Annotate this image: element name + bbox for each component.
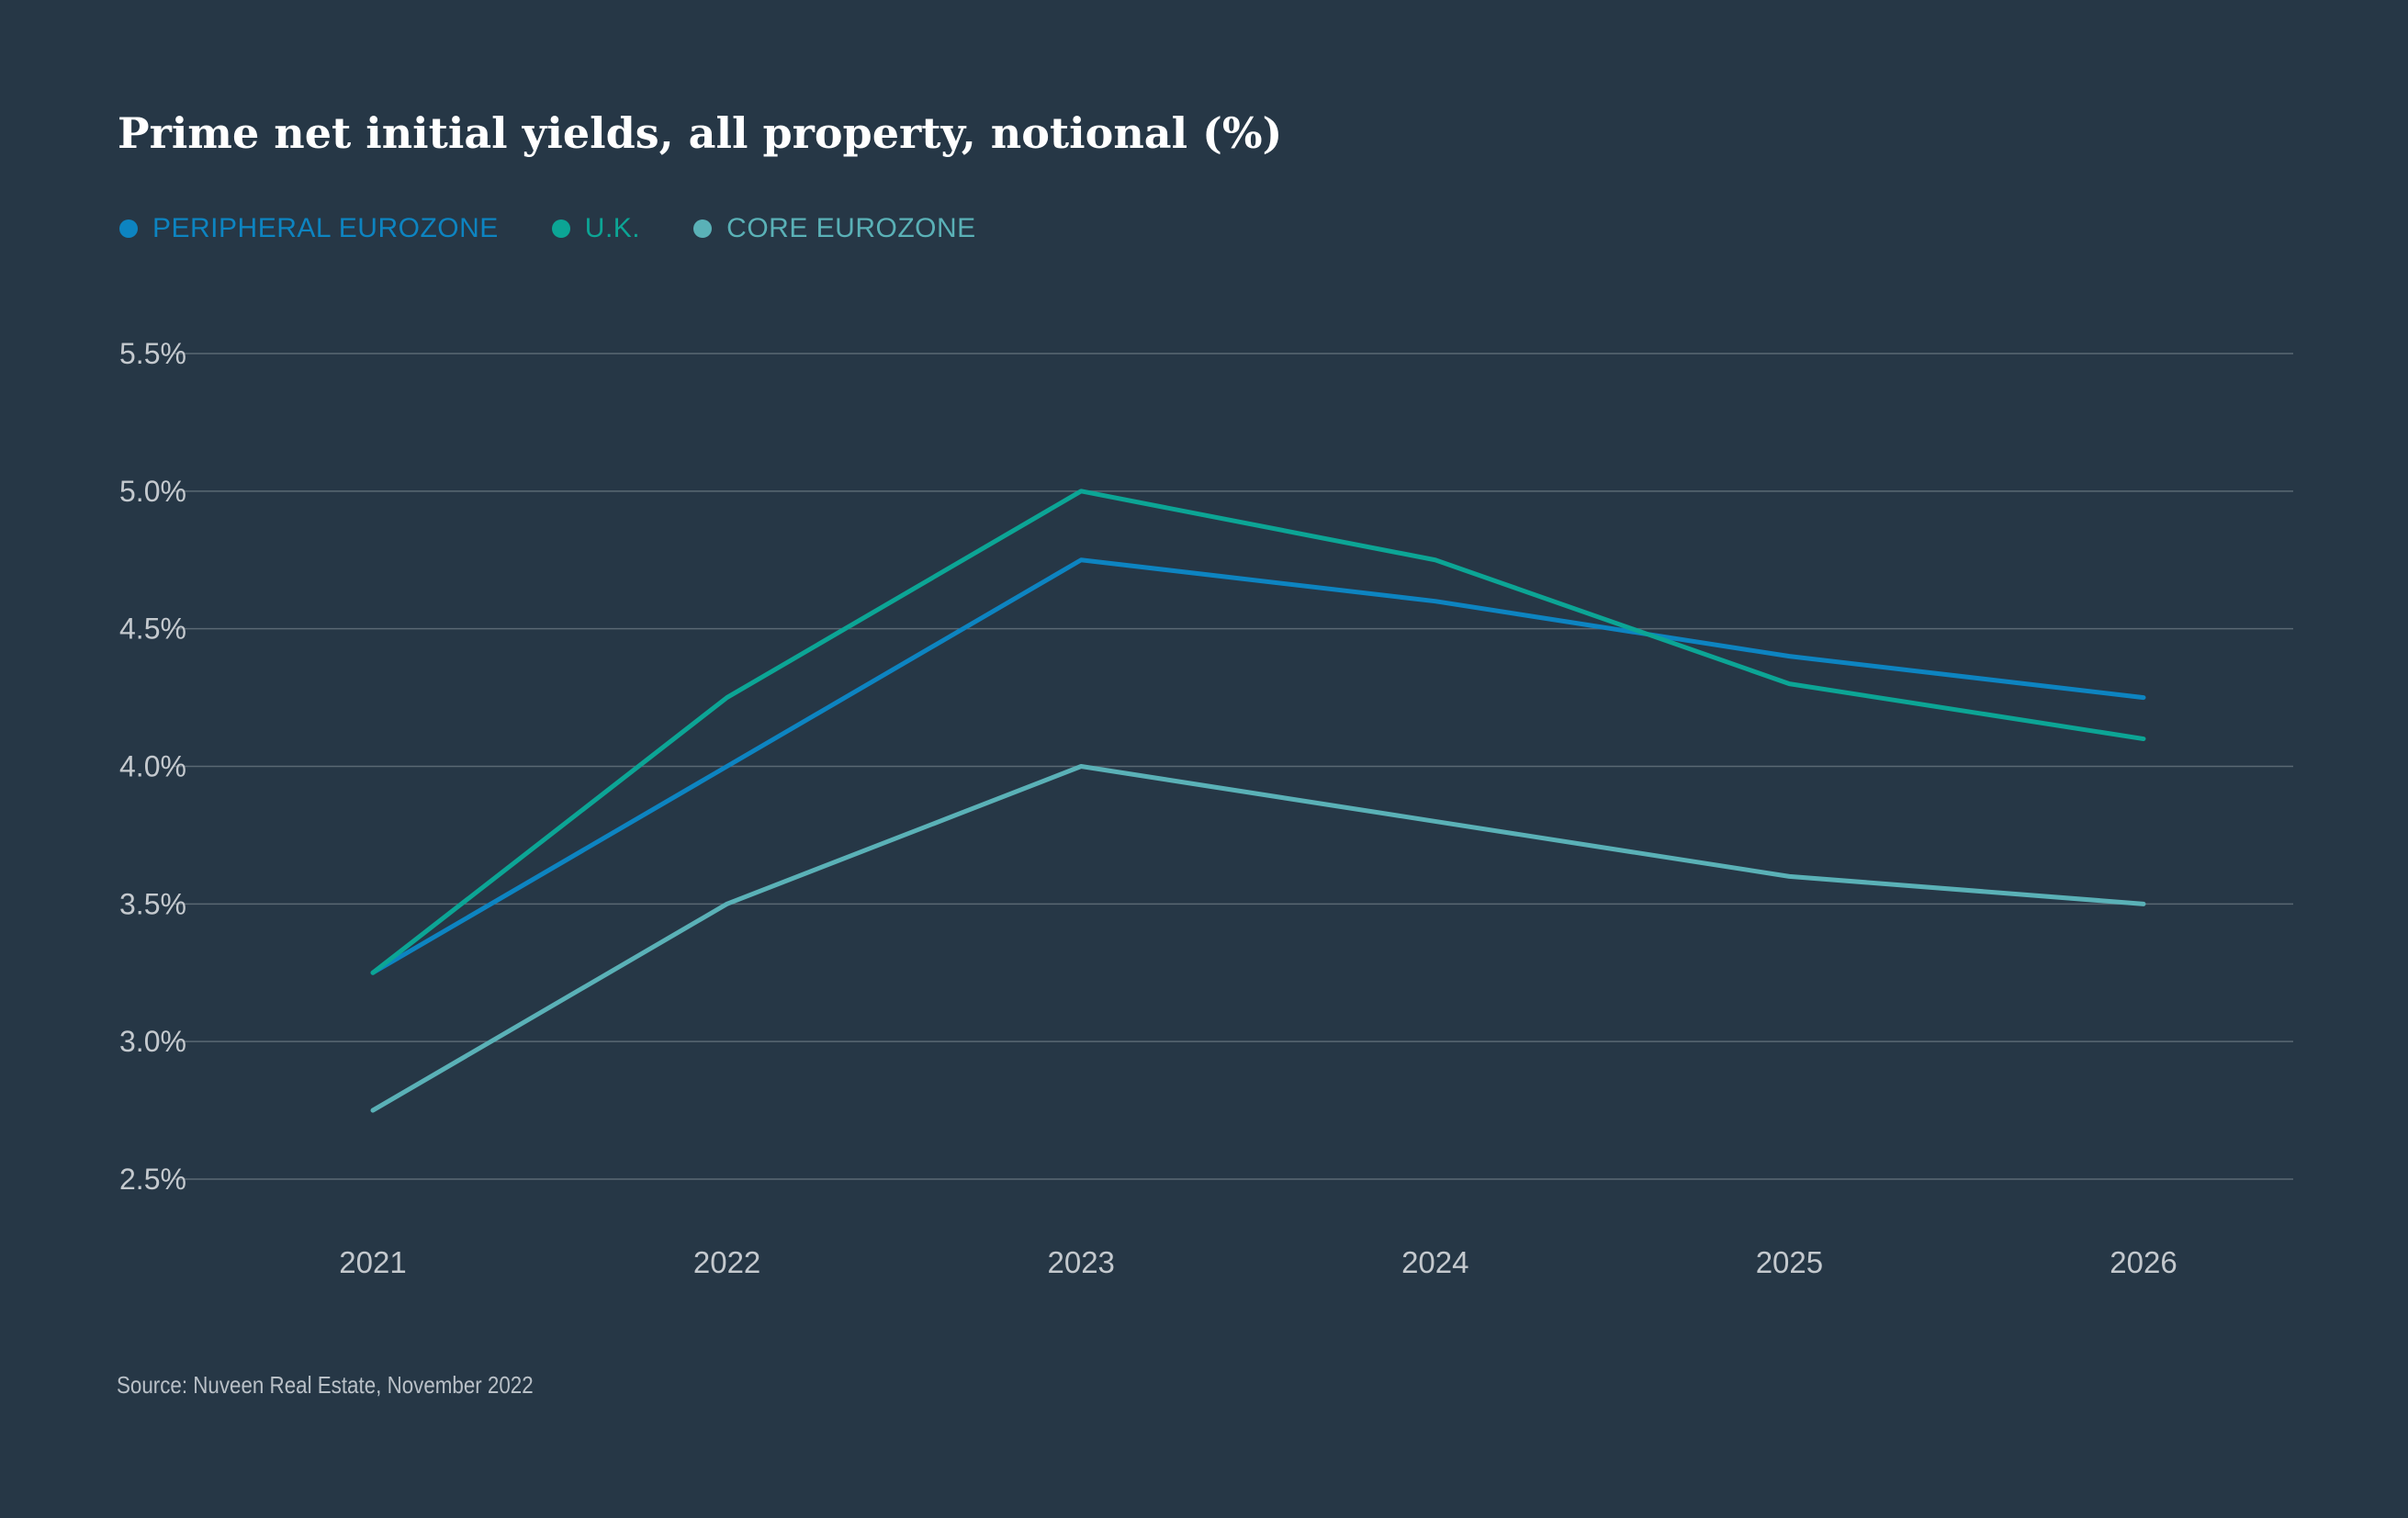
legend-dot-icon — [551, 219, 570, 238]
y-tick-label: 3.5% — [119, 887, 186, 920]
x-tick-label: 2023 — [1047, 1245, 1114, 1279]
legend-dot-icon — [693, 219, 713, 238]
chart-title: Prime net initial yields, all property, … — [118, 108, 1283, 158]
source-note: Source: Nuveen Real Estate, November 202… — [117, 1371, 534, 1399]
series-line-core-eurozone — [370, 764, 2146, 1113]
x-tick-label: 2025 — [1756, 1245, 1823, 1279]
y-tick-label: 5.0% — [119, 475, 186, 508]
x-axis-tick-labels: 2021 2022 2023 2024 2025 2026 — [339, 1245, 2177, 1279]
y-tick-label: 4.5% — [119, 613, 186, 646]
x-tick-label: 2026 — [2110, 1245, 2177, 1279]
series-lines — [370, 489, 2146, 1113]
legend-dot-icon — [119, 219, 138, 238]
x-tick-label: 2021 — [339, 1245, 406, 1279]
series-line-peripheral-eurozone — [370, 557, 2146, 975]
legend-label: PERIPHERAL EUROZONE — [152, 213, 499, 243]
series-line-uk — [370, 489, 2146, 975]
legend-label: U.K. — [584, 213, 641, 243]
y-tick-label: 4.0% — [119, 750, 186, 783]
y-tick-label: 3.0% — [119, 1025, 186, 1058]
x-tick-label: 2022 — [693, 1245, 760, 1279]
y-axis-tick-labels: 2.5% 3.0% 3.5% 4.0% 4.5% 5.0% 5.5% — [119, 337, 186, 1196]
legend-item-uk: U.K. — [551, 213, 641, 244]
y-tick-label: 2.5% — [119, 1163, 186, 1196]
legend-item-core-eurozone: CORE EUROZONE — [693, 213, 976, 244]
legend: PERIPHERAL EUROZONE U.K. CORE EUROZONE — [119, 213, 1030, 244]
legend-item-peripheral-eurozone: PERIPHERAL EUROZONE — [119, 213, 499, 244]
legend-label: CORE EUROZONE — [726, 213, 976, 243]
gridlines — [174, 353, 2293, 1180]
x-tick-label: 2024 — [1401, 1245, 1468, 1279]
y-tick-label: 5.5% — [119, 337, 186, 370]
